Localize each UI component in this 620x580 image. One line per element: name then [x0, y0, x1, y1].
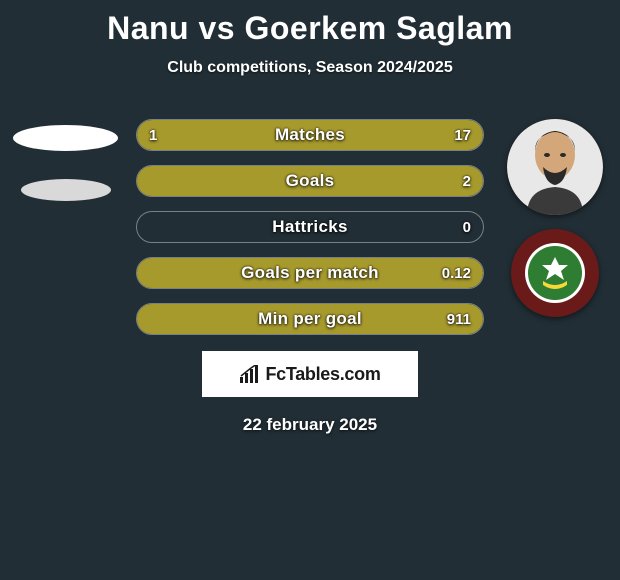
- chart-icon: [239, 365, 261, 383]
- stat-row: Min per goal911: [136, 303, 484, 335]
- stat-value-right: 2: [463, 166, 471, 196]
- stat-value-right: 911: [447, 304, 471, 334]
- stat-value-left: 1: [149, 120, 157, 150]
- left-player-column: [8, 119, 123, 201]
- player-silhouette-icon: [507, 119, 603, 215]
- page-subtitle: Club competitions, Season 2024/2025: [0, 59, 620, 77]
- club-badge-icon: [511, 229, 599, 317]
- stat-value-right: 17: [454, 120, 471, 150]
- stat-label: Min per goal: [137, 304, 483, 334]
- right-club-badge: [511, 229, 599, 317]
- stat-row: Goals per match0.12: [136, 257, 484, 289]
- snapshot-date: 22 february 2025: [0, 415, 620, 435]
- stat-label: Goals per match: [137, 258, 483, 288]
- stat-row: Hattricks0: [136, 211, 484, 243]
- stat-row: Matches1 17: [136, 119, 484, 151]
- stat-bars: Matches1 17 Goals2 Hattricks0 Goals per matc…: [136, 119, 484, 335]
- stat-value-right: 0: [463, 212, 471, 242]
- stat-label: Hattricks: [137, 212, 483, 242]
- page-title: Nanu vs Goerkem Saglam: [0, 0, 620, 47]
- right-player-photo: [507, 119, 603, 215]
- left-club-placeholder: [21, 179, 111, 201]
- left-player-placeholder: [13, 125, 118, 151]
- source-logo: FcTables.com: [202, 351, 418, 397]
- stat-value-right: 0.12: [442, 258, 471, 288]
- right-player-column: [497, 119, 612, 317]
- comparison-content: Matches1 17 Goals2 Hattricks0 Goals per matc…: [0, 119, 620, 335]
- source-logo-text: FcTables.com: [265, 364, 380, 385]
- stat-label: Matches: [137, 120, 483, 150]
- stat-row: Goals2: [136, 165, 484, 197]
- stat-label: Goals: [137, 166, 483, 196]
